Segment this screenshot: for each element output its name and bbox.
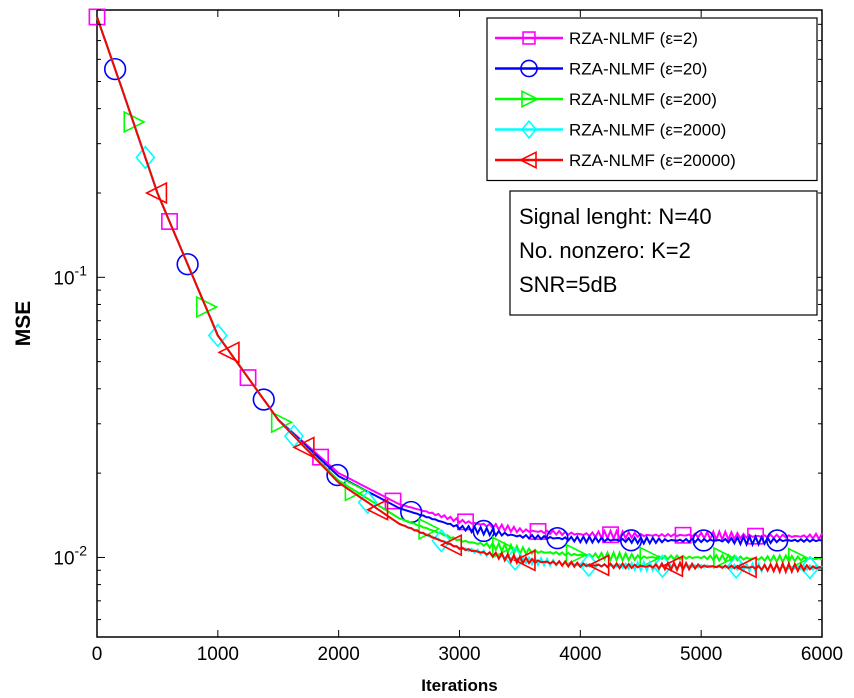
circle-marker [692,529,715,552]
triangle-right-marker [195,295,219,319]
triangle-left-marker [144,181,168,205]
diamond-marker [520,119,538,140]
circle-marker [766,529,789,552]
circle-marker [472,519,495,543]
triangle-left-marker [660,555,684,578]
y-tick-label: 10-2 [53,542,87,569]
y-tick-exponent: -2 [75,542,88,558]
square-marker [529,523,547,540]
x-tick-label: 1000 [197,644,239,665]
legend-label: RZA-NLMF (ε=2000) [569,121,726,140]
triangle-right-marker [565,543,589,566]
series-line [96,16,823,575]
x-tick-label: 0 [92,644,103,665]
series-group [96,16,823,579]
triangle-left-marker [513,549,536,572]
x-tick-label: 2000 [318,644,360,665]
circle-marker [326,463,349,487]
square-marker [747,527,764,545]
annotation-box: Signal lenght: N=40 No. nonzero: K=2 SNR… [509,190,818,316]
square-marker [161,213,178,230]
square-marker [674,526,692,544]
triangle-left-marker [217,341,240,364]
annotation-line: SNR=5dB [519,272,617,297]
legend-label: RZA-NLMF (ε=20000) [569,151,736,170]
x-tick-label: 3000 [438,644,480,665]
circle-marker [619,529,643,552]
triangle-left-marker [734,556,757,579]
y-tick-label: 10-1 [53,262,87,289]
circle-marker [546,527,569,550]
triangle-left-marker [587,554,610,577]
triangle-left-marker [292,436,315,459]
triangle-right-marker [713,546,736,570]
triangle-right-marker [491,536,515,559]
circle-marker [252,388,275,411]
series-layer [88,8,823,580]
diamond-marker [135,145,156,170]
square-marker [602,526,619,544]
x-tick-label: 5000 [680,644,722,665]
annotation-line: No. nonzero: K=2 [519,238,691,263]
legend-label: RZA-NLMF (ε=20) [569,60,707,79]
y-tick-base: 10 [53,268,74,289]
triangle-right-marker [418,517,441,541]
y-axis-title: MSE [12,301,35,347]
legend-label: RZA-NLMF (ε=200) [569,90,717,109]
x-axis-ticks: 0 1000 2000 3000 4000 5000 6000 [92,10,843,665]
triangle-left-marker [439,533,463,557]
triangle-right-marker [344,479,367,502]
square-marker [522,31,536,45]
y-tick-base: 10 [53,548,74,569]
triangle-left-marker [365,498,389,521]
y-axis-ticks: 10-110-2 [53,9,822,621]
triangle-right-marker [270,411,294,434]
diamond-marker [799,555,820,580]
x-axis-title: Iterations [421,676,498,695]
annotation-frame [509,190,818,316]
legend: RZA-NLMF (ε=2) RZA-NLMF (ε=20) RZA-NLMF (ε… [486,17,818,182]
y-tick-exponent: -1 [75,262,88,278]
circle-marker [176,253,199,276]
square-marker [239,369,257,387]
triangle-right-marker [521,90,540,108]
legend-label: RZA-NLMF (ε=2) [569,29,698,48]
circle-marker [103,57,127,81]
annotation-line: Signal lenght: N=40 [519,204,712,229]
triangle-right-marker [788,547,811,570]
circle-marker [520,59,538,78]
diamond-marker [207,323,228,348]
x-tick-label: 4000 [559,644,601,665]
x-tick-label: 6000 [801,644,843,665]
triangle-left-marker [518,151,537,169]
